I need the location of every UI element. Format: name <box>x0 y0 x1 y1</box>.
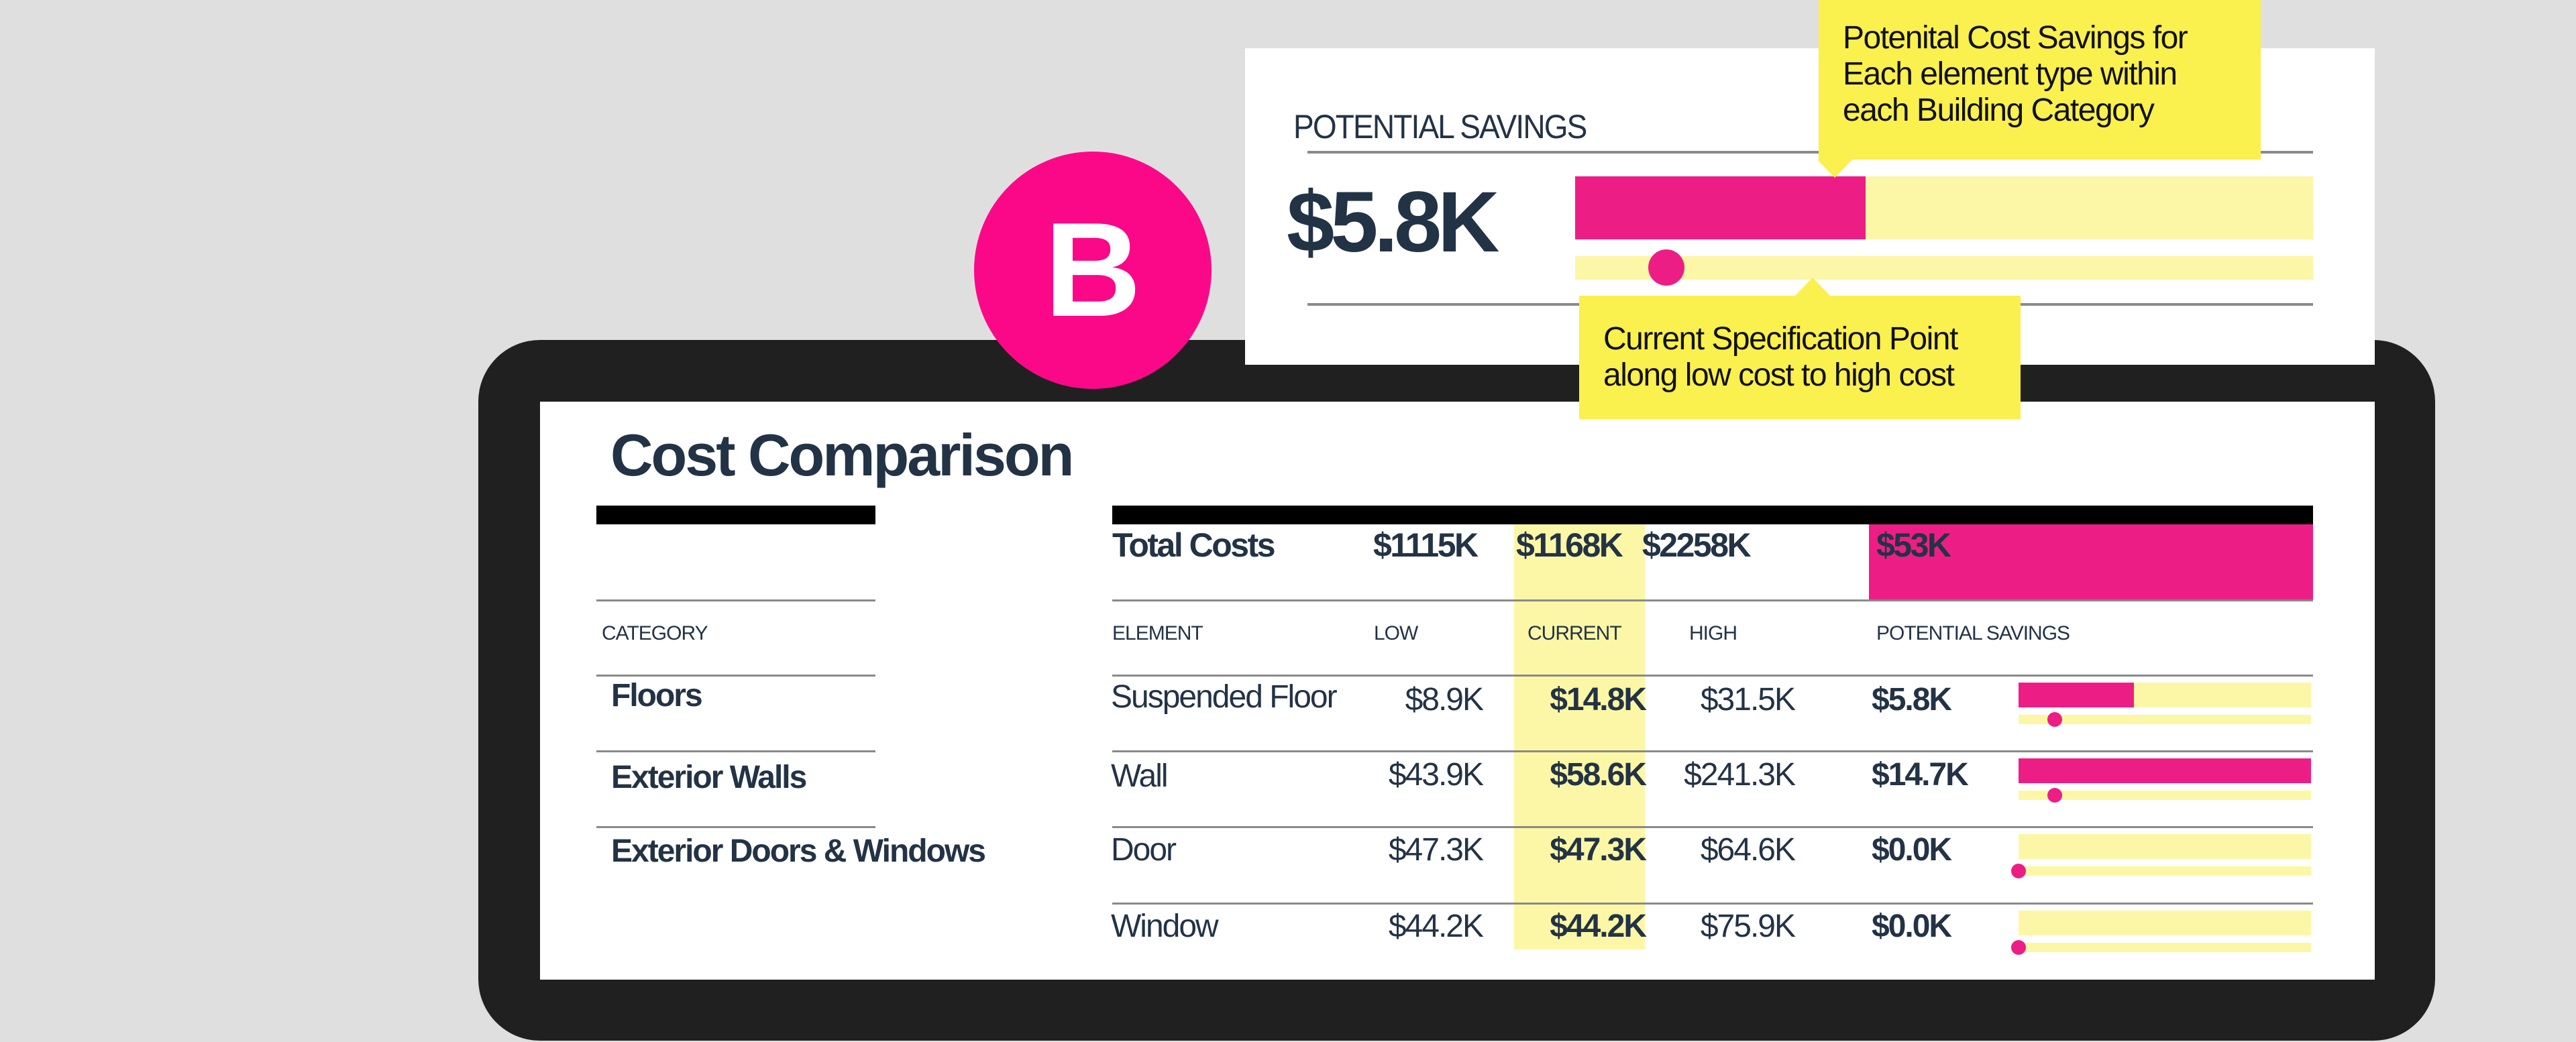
header-high: HIGH <box>1689 622 1737 644</box>
callout-pointer <box>1817 160 1852 178</box>
savings-bar <box>1575 176 2313 239</box>
divider <box>1112 826 2313 828</box>
callout-line: Current Specification Point <box>1603 321 1958 357</box>
category-floors[interactable]: Floors <box>611 678 703 713</box>
high-value: $64.6K <box>1700 832 1796 868</box>
total-current: $1168K <box>1516 526 1623 564</box>
callout-savings-explainer: Potenital Cost Savings for Each element … <box>1817 0 2261 178</box>
current-spec-point <box>1648 249 1685 286</box>
savings-value: $5.8K <box>1872 682 1952 717</box>
high-value: $31.5K <box>1700 682 1796 717</box>
callout-pointer <box>1795 278 1830 296</box>
callout-spec-point-explainer: Current Specification Point along low co… <box>1579 278 2021 419</box>
savings-value: $0.0K <box>1872 909 1952 944</box>
total-savings: $53K <box>1876 526 1951 564</box>
divider <box>1112 903 2313 905</box>
element-name: Suspended Floor <box>1111 679 1338 715</box>
savings-bar-fill <box>2019 758 2311 783</box>
total-high: $2258K <box>1642 526 1752 564</box>
current-value: $58.6K <box>1550 757 1647 793</box>
potential-savings-value: $5.8K <box>1287 174 1500 270</box>
divider <box>1112 675 2313 677</box>
element-name: Window <box>1111 909 1219 944</box>
current-spec-point <box>2011 940 2026 955</box>
callout-line: Each element type within <box>1843 56 2178 92</box>
callout-line: along low cost to high cost <box>1603 357 1955 393</box>
current-value: $47.3K <box>1550 832 1647 868</box>
savings-value: $0.0K <box>1872 832 1952 868</box>
total-savings-highlight <box>1869 524 2313 600</box>
divider <box>596 826 875 828</box>
savings-bar-fill <box>1575 176 1866 239</box>
low-value: $8.9K <box>1405 682 1484 717</box>
header-current: CURRENT <box>1527 622 1622 644</box>
current-value: $14.8K <box>1550 682 1647 717</box>
spec-range-track <box>2011 940 2311 955</box>
total-costs-label: Total Costs <box>1112 526 1276 564</box>
current-value: $44.2K <box>1550 909 1647 944</box>
category-exterior-doors-windows[interactable]: Exterior Doors & Windows <box>611 833 986 869</box>
header-element: ELEMENT <box>1112 622 1203 644</box>
savings-bar-fill <box>2019 683 2134 707</box>
spec-range-track <box>2019 788 2311 803</box>
current-column-highlight <box>1514 524 1645 949</box>
potential-savings-label: POTENTIAL SAVINGS <box>1293 108 1587 146</box>
callout-spec-text: Current Specification Point along low co… <box>1603 321 1958 394</box>
element-name: Wall <box>1111 758 1169 794</box>
divider <box>1112 750 2313 752</box>
savings-bar <box>2019 683 2311 707</box>
category-header-bar <box>596 506 875 524</box>
divider <box>596 750 875 752</box>
low-value: $44.2K <box>1388 909 1484 944</box>
table-header-bar <box>1112 506 2313 524</box>
header-category: CATEGORY <box>602 622 708 644</box>
savings-bar <box>2019 834 2311 859</box>
total-low: $1115K <box>1373 526 1479 564</box>
divider <box>1112 599 2313 601</box>
low-value: $47.3K <box>1388 832 1484 868</box>
high-value: $241.3K <box>1684 757 1796 793</box>
savings-value: $14.7K <box>1872 757 1969 793</box>
savings-bar <box>2019 911 2311 935</box>
current-spec-point <box>2047 712 2063 727</box>
card-top-divider <box>1307 151 2313 154</box>
savings-bar <box>2019 758 2311 783</box>
current-spec-point <box>2047 788 2063 803</box>
high-value: $75.9K <box>1700 909 1796 944</box>
callout-line: each Building Category <box>1843 93 2155 128</box>
current-spec-point <box>2011 864 2026 878</box>
callout-savings-text: Potenital Cost Savings for Each element … <box>1843 20 2188 129</box>
header-potential-savings: POTENTIAL SAVINGS <box>1876 622 2070 644</box>
spec-range-track <box>2011 864 2311 878</box>
element-name: Door <box>1111 832 1177 868</box>
header-low: LOW <box>1374 622 1418 644</box>
category-exterior-walls[interactable]: Exterior Walls <box>611 760 807 795</box>
section-badge-b: B <box>974 152 1212 389</box>
low-value: $43.9K <box>1388 757 1484 793</box>
spec-range-track <box>2019 712 2311 727</box>
page-title: Cost Comparison <box>610 422 1074 488</box>
callout-line: Potenital Cost Savings for <box>1843 20 2188 56</box>
divider <box>596 675 875 677</box>
spec-range-track <box>1575 249 2313 286</box>
divider <box>596 599 875 601</box>
